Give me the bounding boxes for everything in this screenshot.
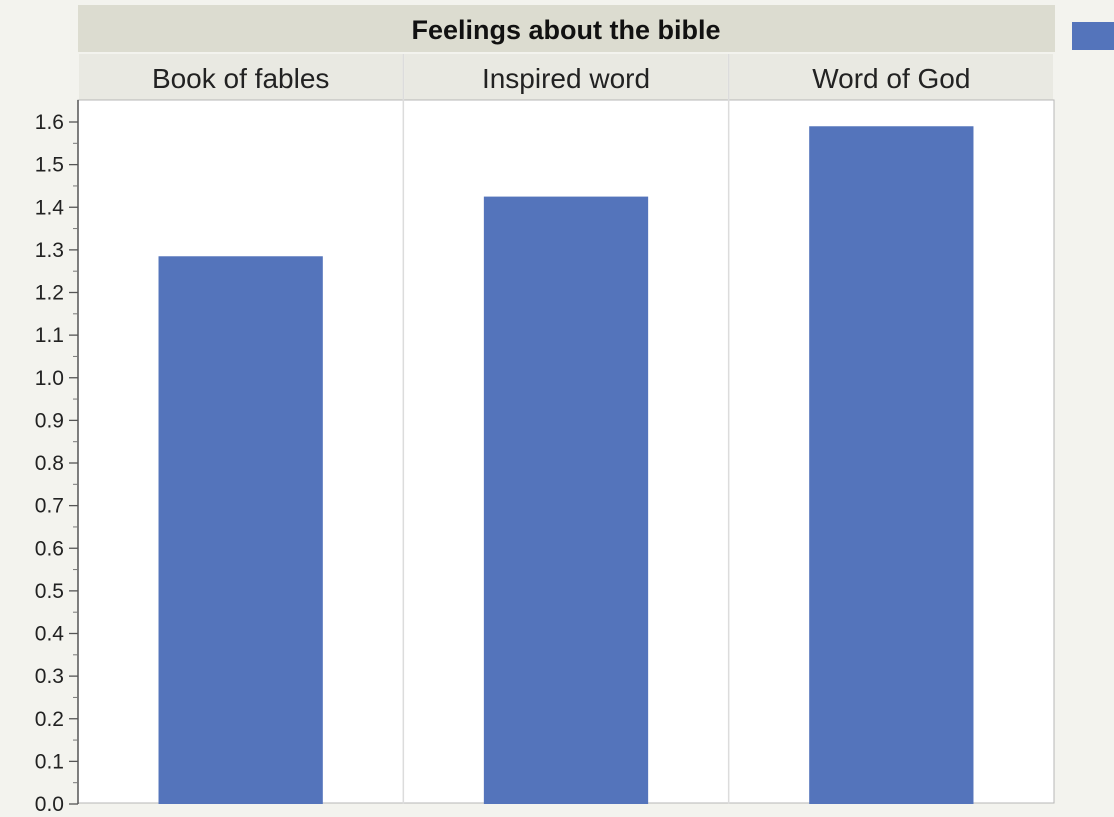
category-label: Word of God	[812, 63, 970, 94]
y-tick-label: 0.6	[35, 537, 64, 560]
category-label: Inspired word	[482, 63, 650, 94]
y-tick-label: 1.2	[35, 282, 64, 305]
y-tick-label: 0.2	[35, 708, 64, 731]
chart-title: Feelings about the bible	[411, 15, 720, 45]
y-tick-label: 0.9	[35, 409, 64, 432]
y-tick-label: 0.3	[35, 665, 64, 688]
y-tick-label: 0.5	[35, 580, 64, 603]
category-label: Book of fables	[152, 63, 329, 94]
y-tick-label: 1.0	[35, 367, 64, 390]
y-tick-label: 1.1	[35, 324, 64, 347]
legend-swatch	[1072, 22, 1114, 50]
y-tick-label: 0.7	[35, 495, 64, 518]
y-tick-label: 0.1	[35, 750, 64, 773]
bar	[483, 196, 649, 804]
y-tick-label: 1.6	[35, 111, 64, 134]
title-header	[78, 5, 1055, 52]
bar	[158, 256, 323, 804]
y-tick-label: 1.3	[35, 239, 64, 262]
category-header	[729, 54, 1053, 100]
category-header	[404, 54, 728, 100]
y-tick-label: 1.5	[35, 154, 64, 177]
category-header	[79, 54, 403, 100]
bar	[809, 126, 974, 804]
y-tick-label: 0.4	[35, 623, 65, 646]
y-tick-label: 0.0	[35, 793, 64, 816]
y-tick-label: 1.4	[35, 196, 65, 219]
y-tick-label: 0.8	[35, 452, 64, 475]
